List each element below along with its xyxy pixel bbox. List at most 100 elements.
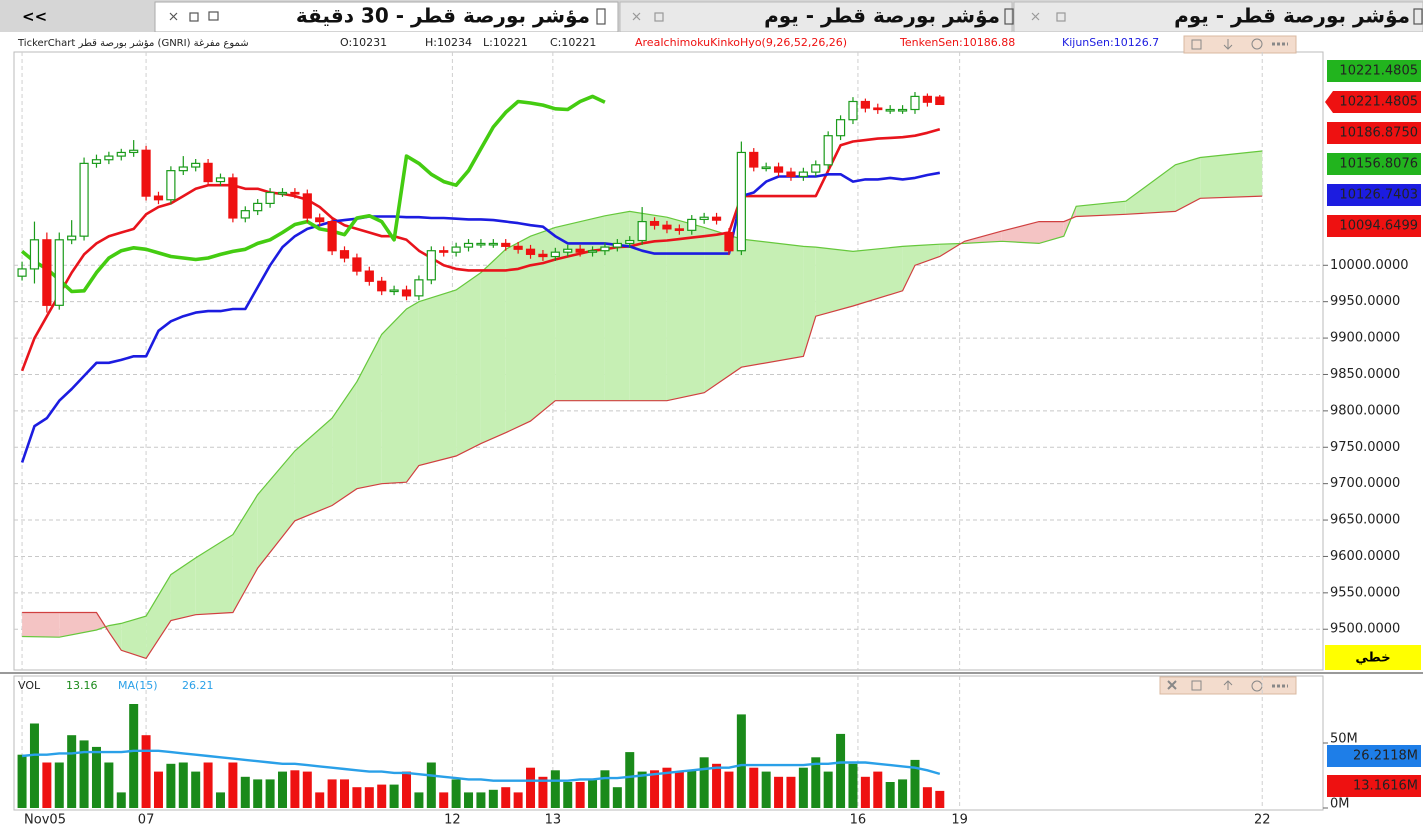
down-icon[interactable] [1223, 39, 1233, 50]
volume-bar [67, 735, 77, 808]
candle-body [17, 268, 27, 277]
volume-bar [104, 762, 114, 808]
volume-bar [215, 792, 225, 808]
candle-body [42, 239, 52, 306]
volume-bar [625, 752, 635, 808]
close-icon[interactable] [1031, 12, 1040, 21]
candle-body [550, 251, 560, 258]
volume-bar [699, 757, 709, 808]
indicator-line [20, 94, 606, 294]
candle-body [54, 239, 64, 306]
cloud-segment [406, 301, 419, 483]
max-icon[interactable] [1056, 12, 1066, 22]
volume-bar [327, 779, 337, 808]
max-icon[interactable] [1191, 39, 1202, 50]
cloud-segment [480, 249, 506, 444]
tab-title[interactable]: مؤشر بورصة قطر - يوم [1174, 4, 1410, 28]
price-badge [1327, 775, 1421, 797]
price-badge [1327, 215, 1421, 237]
ohlc-open: O:10231 [340, 36, 387, 49]
tenkan-value: TenkenSen:10186.88 [899, 36, 1015, 49]
volume-bar [240, 776, 250, 808]
candle-body [699, 216, 709, 221]
price-toolbar [1183, 35, 1297, 54]
cloud-segment [257, 450, 295, 569]
close-icon[interactable] [632, 12, 641, 21]
badge-label: 10186.8750 [1339, 126, 1418, 141]
cloud-segment [629, 211, 667, 401]
mode-box[interactable] [1325, 645, 1421, 670]
volume-bar [228, 762, 238, 808]
mode-label[interactable]: خطي [1355, 651, 1390, 666]
candle-body [401, 289, 412, 297]
volume-bar [352, 787, 362, 808]
cloud-segment [1001, 221, 1039, 244]
settings-icon[interactable] [1251, 38, 1263, 50]
candle-body [389, 289, 399, 293]
detach-icon[interactable] [208, 11, 219, 21]
candle-body [339, 250, 350, 259]
candle-body [153, 195, 164, 201]
tab-title[interactable]: مؤشر بورصة قطر - 30 دقيقة [296, 4, 590, 28]
price-badge [1327, 122, 1421, 144]
volume-bar [563, 782, 573, 808]
cloud-segment [741, 239, 804, 368]
candle-body [277, 191, 288, 195]
cloud-segment [902, 245, 915, 291]
volume-bar [873, 771, 883, 808]
max-icon[interactable] [1191, 680, 1202, 691]
volume-bar [885, 782, 895, 808]
y-tick-label: 9650.0000 [1330, 513, 1400, 528]
close-icon[interactable] [169, 12, 178, 21]
candle-body [178, 166, 188, 172]
candle-body [439, 250, 449, 253]
max-icon[interactable] [189, 12, 199, 22]
close-icon[interactable] [1167, 680, 1177, 690]
max-icon[interactable] [654, 12, 664, 22]
candle-body [625, 239, 635, 245]
senkou-a-line [22, 150, 1263, 638]
candle-body [104, 155, 114, 161]
tab[interactable] [1013, 1, 1423, 33]
cloud-segment [456, 272, 481, 456]
candle-body [377, 280, 387, 292]
volume-bar [153, 771, 163, 808]
ma-label: MA(15) [118, 679, 158, 692]
candle-body [848, 100, 858, 121]
volume-bar [166, 763, 176, 808]
candle-body [290, 191, 300, 195]
volume-bar [724, 771, 734, 808]
tab-title[interactable]: مؤشر بورصة قطر - يوم [764, 4, 1000, 28]
y-tick-label: 9500.0000 [1330, 622, 1400, 637]
candle-body [798, 171, 808, 178]
y-tick-label: 9600.0000 [1330, 549, 1400, 564]
volume-bar [848, 763, 858, 808]
candle-body [476, 242, 486, 246]
cloud-segment [59, 612, 97, 638]
candle-body [538, 253, 548, 258]
volume-bar [600, 770, 610, 808]
volume-bar [774, 776, 784, 808]
volume-bar [178, 762, 188, 808]
up-icon[interactable] [1223, 680, 1233, 690]
candle-body [897, 108, 908, 112]
volume-bar [377, 784, 387, 808]
nav-back[interactable]: << [22, 8, 47, 26]
candle-body [79, 162, 89, 237]
candle-body [910, 95, 920, 111]
senkou-b-line [22, 195, 1263, 660]
tab-active[interactable] [154, 1, 619, 33]
y-tick-label: 0M [1330, 797, 1350, 812]
cloud-segment [815, 247, 853, 317]
cloud-segment [1175, 157, 1201, 212]
x-tick-label: 12 [444, 813, 461, 828]
tab[interactable] [619, 1, 1013, 33]
candle-body [811, 164, 821, 173]
volume-bar [935, 790, 945, 808]
volume-bar [54, 762, 64, 808]
volume-bar [736, 714, 746, 808]
indicator-line [20, 127, 941, 372]
y-tick-label: 9800.0000 [1330, 403, 1400, 418]
ohlc-close: C:10221 [550, 36, 596, 49]
cloud-segment [418, 290, 457, 466]
